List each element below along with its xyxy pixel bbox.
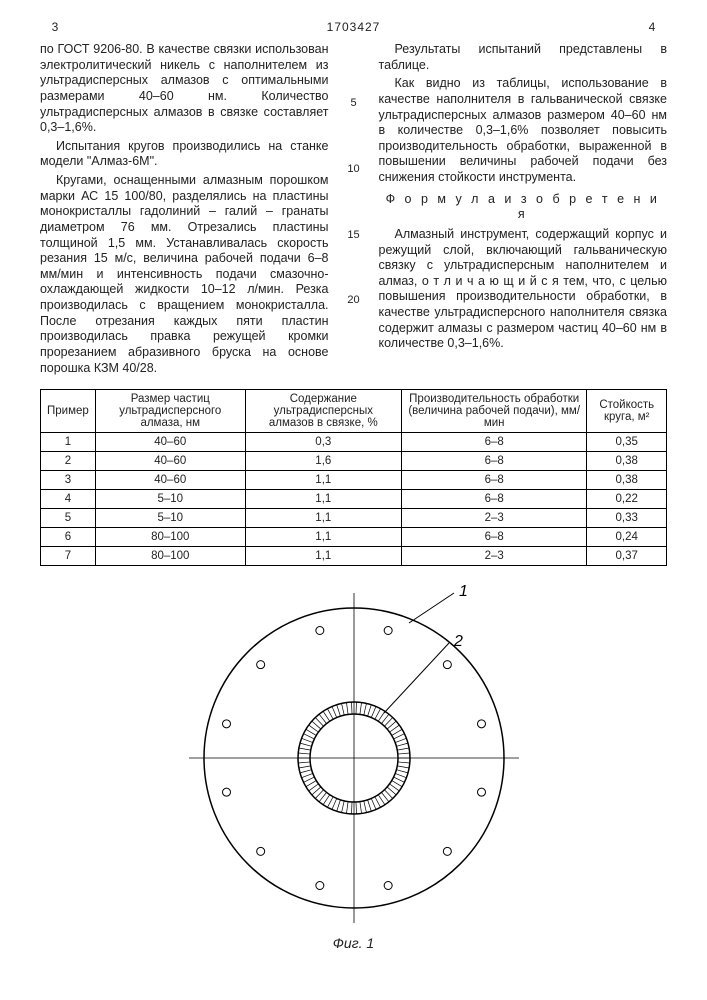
table-cell: 0,38 xyxy=(587,471,667,490)
table-cell: 2 xyxy=(41,452,96,471)
table-cell: 7 xyxy=(41,547,96,566)
table-header: Пример xyxy=(41,390,96,433)
table-cell: 1,6 xyxy=(245,452,401,471)
table-cell: 2–3 xyxy=(401,547,587,566)
left-column: по ГОСТ 9206-80. В качестве связки испол… xyxy=(40,42,329,379)
left-p1: по ГОСТ 9206-80. В качестве связки испол… xyxy=(40,42,329,136)
page-left: 3 xyxy=(40,20,70,34)
table-cell: 0,24 xyxy=(587,528,667,547)
left-p3: Кругами, оснащенными алмазным порошком м… xyxy=(40,173,329,376)
table-cell: 0,33 xyxy=(587,509,667,528)
right-column: Результаты испытаний представлены в табл… xyxy=(379,42,668,379)
table-row: 240–601,66–80,38 xyxy=(41,452,667,471)
table-cell: 2–3 xyxy=(401,509,587,528)
marker-5: 5 xyxy=(350,97,356,111)
table-cell: 0,22 xyxy=(587,490,667,509)
table-cell: 6–8 xyxy=(401,490,587,509)
results-table: ПримерРазмер частиц ультрадисперсного ал… xyxy=(40,389,667,566)
table-cell: 1,1 xyxy=(245,528,401,547)
table-row: 140–600,36–80,35 xyxy=(41,433,667,452)
table-cell: 0,38 xyxy=(587,452,667,471)
table-cell: 4 xyxy=(41,490,96,509)
table-cell: 40–60 xyxy=(95,452,245,471)
figure-wrap: 12 Фиг. 1 xyxy=(40,578,667,951)
right-p1: Результаты испытаний представлены в табл… xyxy=(379,42,668,73)
table-cell: 5 xyxy=(41,509,96,528)
left-p2: Испытания кругов производились на станке… xyxy=(40,139,329,170)
table-row: 340–601,16–80,38 xyxy=(41,471,667,490)
right-p2: Как видно из таблицы, использование в ка… xyxy=(379,76,668,185)
table-cell: 6–8 xyxy=(401,452,587,471)
table-cell: 6–8 xyxy=(401,433,587,452)
table-cell: 5–10 xyxy=(95,490,245,509)
table-cell: 6–8 xyxy=(401,471,587,490)
table-header: Производительность обработки (величина р… xyxy=(401,390,587,433)
table-cell: 3 xyxy=(41,471,96,490)
right-p3: Алмазный инструмент, содержащий корпус и… xyxy=(379,227,668,352)
doc-id: 1703427 xyxy=(70,20,637,34)
table-cell: 0,35 xyxy=(587,433,667,452)
table-cell: 0,37 xyxy=(587,547,667,566)
table-cell: 1,1 xyxy=(245,471,401,490)
table-cell: 1,1 xyxy=(245,509,401,528)
marker-20: 20 xyxy=(347,294,359,308)
table-cell: 1,1 xyxy=(245,547,401,566)
table-header: Стойкость круга, м² xyxy=(587,390,667,433)
text-columns: по ГОСТ 9206-80. В качестве связки испол… xyxy=(40,42,667,379)
page-right: 4 xyxy=(637,20,667,34)
marker-10: 10 xyxy=(347,163,359,177)
marker-15: 15 xyxy=(347,229,359,243)
table-cell: 40–60 xyxy=(95,433,245,452)
table-cell: 1 xyxy=(41,433,96,452)
table-row: 55–101,12–30,33 xyxy=(41,509,667,528)
table-cell: 6–8 xyxy=(401,528,587,547)
table-cell: 80–100 xyxy=(95,528,245,547)
line-markers: 5 10 15 20 xyxy=(347,42,361,379)
table-row: 780–1001,12–30,37 xyxy=(41,547,667,566)
formula-title: Ф о р м у л а и з о б р е т е н и я xyxy=(379,192,668,223)
header-row: 3 1703427 4 xyxy=(40,20,667,34)
table-cell: 0,3 xyxy=(245,433,401,452)
svg-text:1: 1 xyxy=(459,583,468,600)
table-cell: 40–60 xyxy=(95,471,245,490)
figure-caption: Фиг. 1 xyxy=(40,935,667,951)
table-cell: 80–100 xyxy=(95,547,245,566)
table-header: Содержание ультрадисперсных алмазов в св… xyxy=(245,390,401,433)
table-cell: 1,1 xyxy=(245,490,401,509)
table-row: 680–1001,16–80,24 xyxy=(41,528,667,547)
table-row: 45–101,16–80,22 xyxy=(41,490,667,509)
figure-svg: 12 xyxy=(164,578,544,928)
table-cell: 5–10 xyxy=(95,509,245,528)
table-header: Размер частиц ультрадисперсного алмаза, … xyxy=(95,390,245,433)
table-cell: 6 xyxy=(41,528,96,547)
svg-text:2: 2 xyxy=(453,633,463,650)
